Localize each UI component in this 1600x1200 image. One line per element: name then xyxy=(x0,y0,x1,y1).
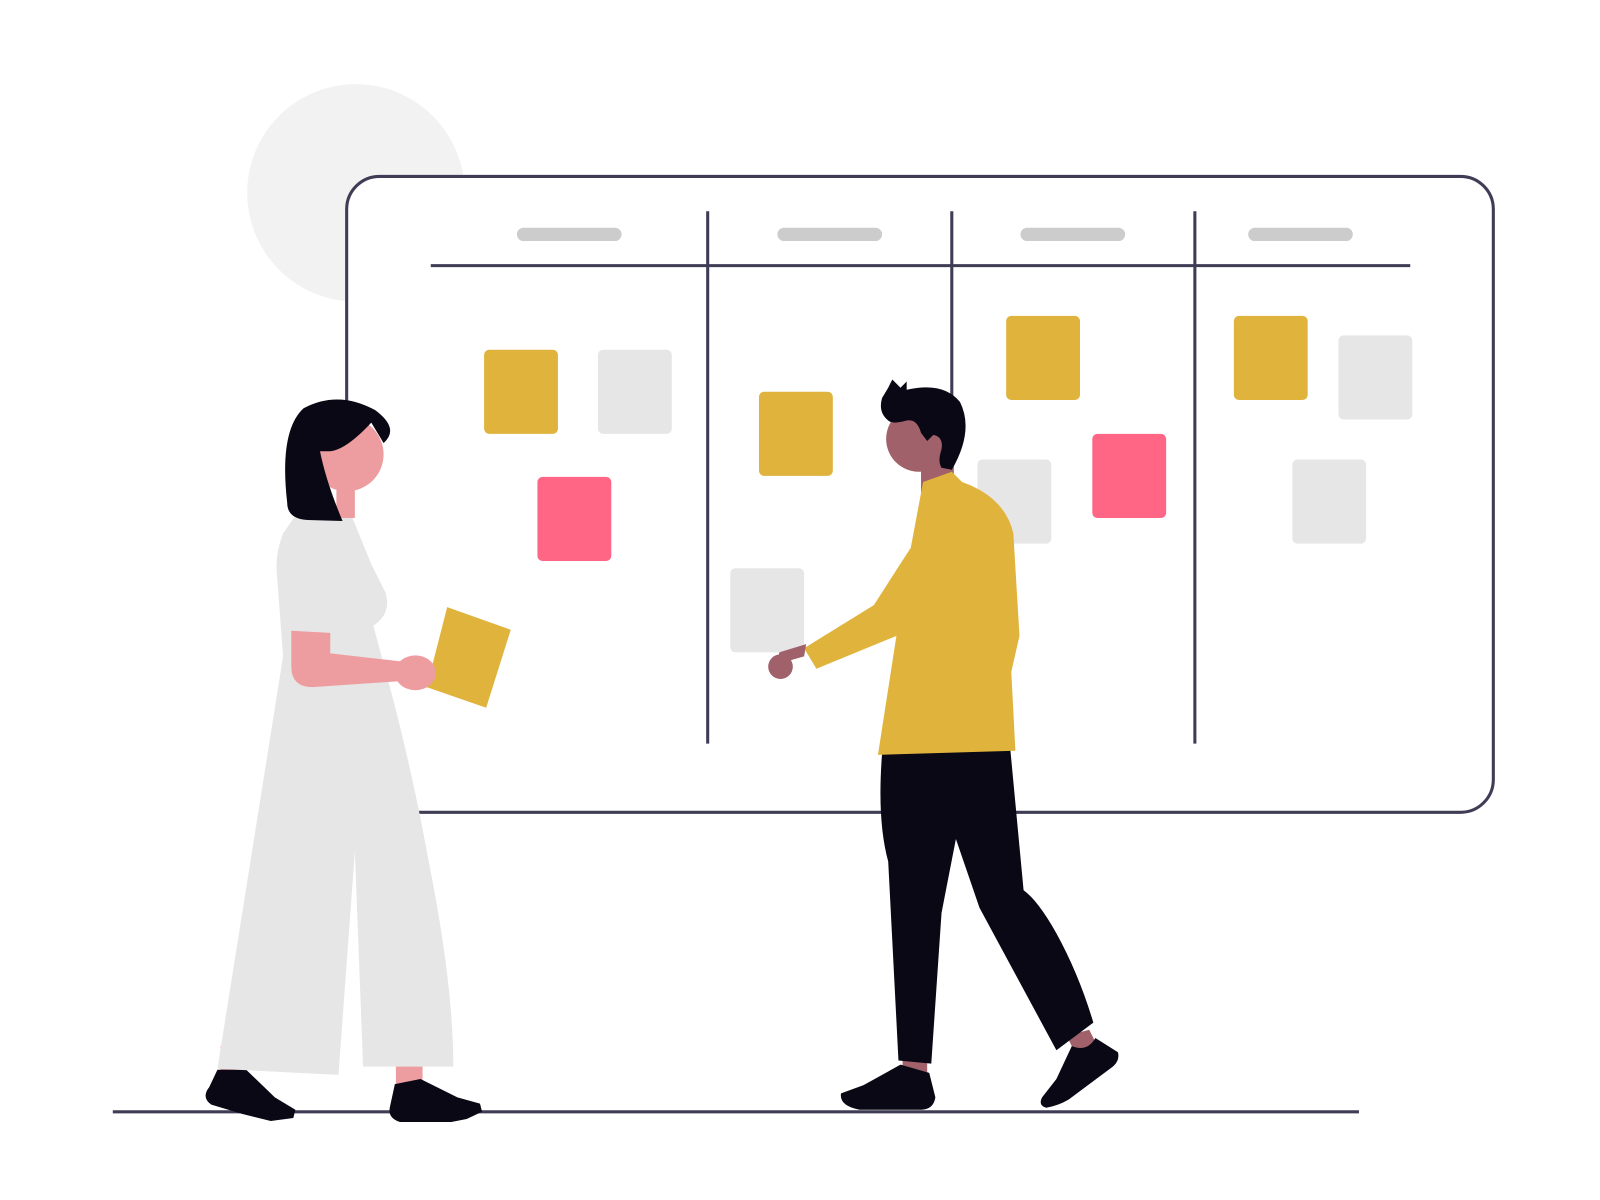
note-yellow xyxy=(484,349,558,434)
header-bar xyxy=(1248,227,1353,242)
note-gray xyxy=(730,568,805,653)
woman-hand xyxy=(394,655,436,691)
man-pants xyxy=(880,748,1094,1064)
tablet xyxy=(426,607,511,708)
woman-hair xyxy=(285,399,391,522)
note-yellow xyxy=(758,391,833,476)
note-yellow xyxy=(1006,315,1080,400)
header-bar xyxy=(777,227,883,242)
note-gray xyxy=(1338,335,1413,420)
woman-dress xyxy=(217,508,454,1075)
man-hand xyxy=(768,654,793,679)
man-shirt xyxy=(804,471,1020,755)
note-pink xyxy=(537,476,612,562)
note-yellow xyxy=(1233,315,1308,400)
man-hair xyxy=(880,379,966,470)
woman-arm xyxy=(291,630,403,688)
man-shoe xyxy=(1040,1037,1119,1108)
woman xyxy=(205,399,511,1123)
column-headers xyxy=(516,227,1353,242)
woman-shoe xyxy=(389,1078,483,1123)
header-bar xyxy=(1020,227,1126,242)
note-gray xyxy=(597,349,672,434)
man-shoe xyxy=(840,1064,936,1110)
man xyxy=(768,379,1119,1110)
note-gray xyxy=(1292,459,1367,544)
header-bar xyxy=(516,227,622,242)
note-pink xyxy=(1092,433,1167,518)
sticky-notes xyxy=(484,315,1413,653)
woman-shoe xyxy=(205,1069,296,1122)
